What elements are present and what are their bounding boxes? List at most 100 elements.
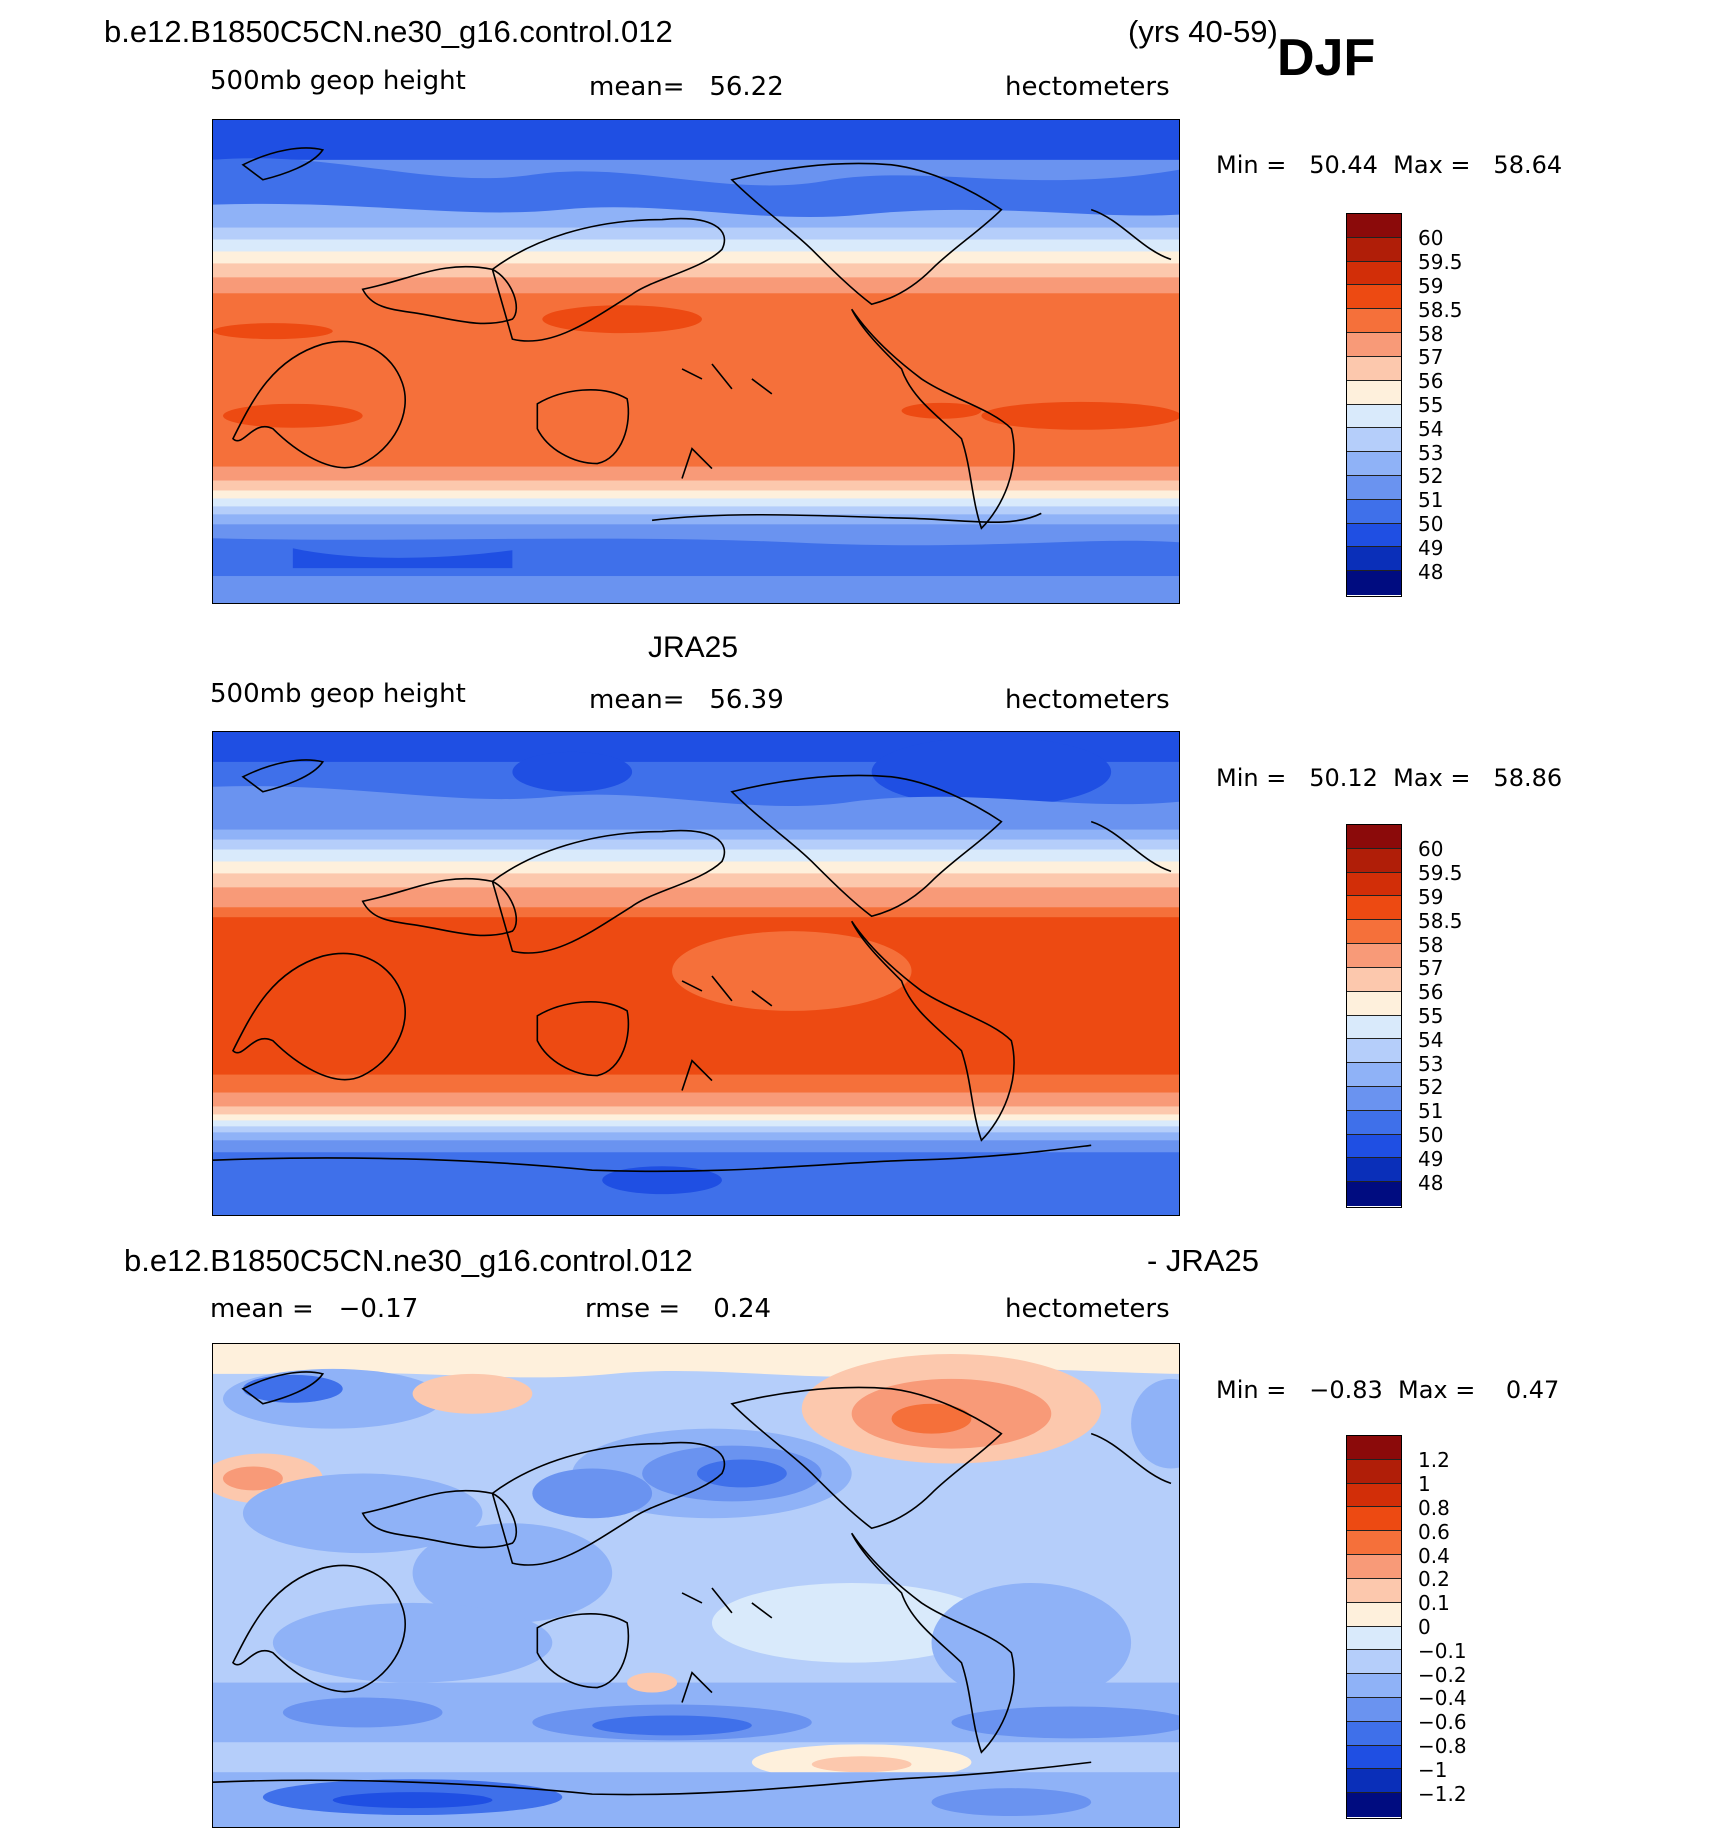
colorbar-tick-label: 49	[1418, 1146, 1444, 1171]
colorbar-tick-label: 0.6	[1418, 1519, 1450, 1544]
colorbar-tick-label: 0.2	[1418, 1567, 1450, 1592]
colorbar-swatch	[1347, 1086, 1401, 1111]
colorbar-tick-label: 59	[1418, 273, 1444, 298]
colorbar-tick-label: 0.4	[1418, 1543, 1450, 1568]
colorbar-tick-label: 0	[1418, 1615, 1431, 1639]
colorbar-tick-label: 52	[1418, 1075, 1444, 1100]
colorbar-swatch	[1347, 285, 1401, 310]
colorbar-swatch	[1347, 214, 1401, 238]
colorbar-tick-label: −0.8	[1418, 1734, 1467, 1759]
panel1-mean-label: mean= 56.22	[589, 72, 784, 102]
colorbar-tick-label: 48	[1418, 559, 1444, 584]
colorbar-swatch	[1347, 333, 1401, 357]
colorbar-swatch	[1347, 475, 1401, 500]
colorbar-tick-label: 1	[1418, 1472, 1431, 1497]
colorbar-swatch	[1347, 991, 1401, 1016]
colorbar-swatch	[1347, 547, 1401, 572]
colorbar-tick-label: 53	[1418, 440, 1444, 465]
colorbar-swatch	[1347, 1674, 1401, 1698]
colorbar-tick-label: 1.2	[1418, 1448, 1450, 1473]
panel2-title: JRA25	[648, 631, 739, 664]
colorbar-swatch	[1347, 1793, 1401, 1817]
panel3-mean-label: mean = −0.17	[210, 1294, 419, 1324]
colorbar-swatch	[1347, 1578, 1401, 1603]
colorbar-swatch	[1347, 1602, 1401, 1627]
colorbar-tick-label: 50	[1418, 512, 1444, 537]
panel3-colorbar	[1346, 1435, 1402, 1819]
colorbar-swatch	[1347, 452, 1401, 476]
colorbar-tick-label: 58.5	[1418, 908, 1463, 933]
colorbar-tick-label: 51	[1418, 1099, 1444, 1124]
colorbar-swatch	[1347, 1483, 1401, 1508]
colorbar-swatch	[1347, 1721, 1401, 1746]
season-label: DJF	[1277, 29, 1376, 87]
colorbar-tick-label: 57	[1418, 345, 1444, 370]
colorbar-swatch	[1347, 1697, 1401, 1722]
colorbar-tick-label: 60	[1418, 226, 1444, 251]
colorbar-swatch	[1347, 237, 1401, 262]
colorbar-tick-label: 53	[1418, 1051, 1444, 1076]
colorbar-swatch	[1347, 428, 1401, 453]
colorbar-tick-label: 59.5	[1418, 250, 1463, 275]
colorbar-swatch	[1347, 1134, 1401, 1159]
colorbar-tick-label: 49	[1418, 535, 1444, 560]
panel3-contour-map	[213, 1344, 1179, 1827]
colorbar-swatch	[1347, 1459, 1401, 1484]
colorbar-swatch	[1347, 967, 1401, 992]
colorbar-swatch	[1347, 944, 1401, 968]
colorbar-tick-label: 58.5	[1418, 297, 1463, 322]
panel3-rmse-label: rmse = 0.24	[585, 1294, 772, 1324]
panel3-units-label: hectometers	[1005, 1294, 1170, 1324]
panel2-contour-map	[213, 732, 1179, 1215]
panel2-units-label: hectometers	[1005, 685, 1170, 715]
colorbar-swatch	[1347, 848, 1401, 873]
colorbar-swatch	[1347, 261, 1401, 286]
panel2-minmax: Min = 50.12 Max = 58.86	[1216, 764, 1563, 792]
panel3-title-right: - JRA25	[1147, 1243, 1259, 1278]
panel1-variable-label: 500mb geop height	[210, 66, 466, 96]
colorbar-swatch	[1347, 920, 1401, 945]
colorbar-swatch	[1347, 1507, 1401, 1532]
case-title: b.e12.B1850C5CN.ne30_g16.control.012	[104, 14, 673, 49]
colorbar-tick-label: −1.2	[1418, 1781, 1467, 1806]
panel3-title-left: b.e12.B1850C5CN.ne30_g16.control.012	[124, 1243, 693, 1278]
colorbar-swatch	[1347, 1555, 1401, 1579]
colorbar-swatch	[1347, 1531, 1401, 1556]
colorbar-tick-label: 52	[1418, 464, 1444, 489]
colorbar-tick-label: 57	[1418, 956, 1444, 981]
colorbar-tick-label: 50	[1418, 1123, 1444, 1148]
colorbar-swatch	[1347, 825, 1401, 849]
colorbar-swatch	[1347, 1015, 1401, 1040]
colorbar-swatch	[1347, 1039, 1401, 1064]
colorbar-swatch	[1347, 523, 1401, 548]
colorbar-tick-label: 60	[1418, 837, 1444, 862]
colorbar-swatch	[1347, 1436, 1401, 1460]
colorbar-tick-label: 59	[1418, 884, 1444, 909]
colorbar-tick-label: 54	[1418, 416, 1444, 441]
panel1-units-label: hectometers	[1005, 72, 1170, 102]
colorbar-swatch	[1347, 571, 1401, 595]
panel2-colorbar	[1346, 824, 1402, 1208]
colorbar-swatch	[1347, 1745, 1401, 1770]
colorbar-swatch	[1347, 1110, 1401, 1135]
colorbar-tick-label: 59.5	[1418, 861, 1463, 886]
colorbar-swatch	[1347, 404, 1401, 429]
colorbar-tick-label: −0.4	[1418, 1686, 1467, 1711]
panel2-map	[212, 731, 1180, 1216]
colorbar-swatch	[1347, 309, 1401, 334]
panel2-mean-label: mean= 56.39	[589, 685, 784, 715]
colorbar-swatch	[1347, 1182, 1401, 1206]
colorbar-swatch	[1347, 380, 1401, 405]
colorbar-swatch	[1347, 356, 1401, 381]
colorbar-tick-label: 48	[1418, 1170, 1444, 1195]
colorbar-tick-label: 54	[1418, 1027, 1444, 1052]
colorbar-tick-label: 58	[1418, 321, 1444, 346]
colorbar-swatch	[1347, 499, 1401, 524]
colorbar-tick-label: 56	[1418, 369, 1444, 394]
colorbar-tick-label: 58	[1418, 932, 1444, 957]
panel2-variable-label: 500mb geop height	[210, 679, 466, 709]
colorbar-swatch	[1347, 1769, 1401, 1794]
colorbar-tick-label: −0.2	[1418, 1662, 1467, 1687]
colorbar-tick-label: −0.1	[1418, 1638, 1467, 1663]
colorbar-swatch	[1347, 872, 1401, 897]
